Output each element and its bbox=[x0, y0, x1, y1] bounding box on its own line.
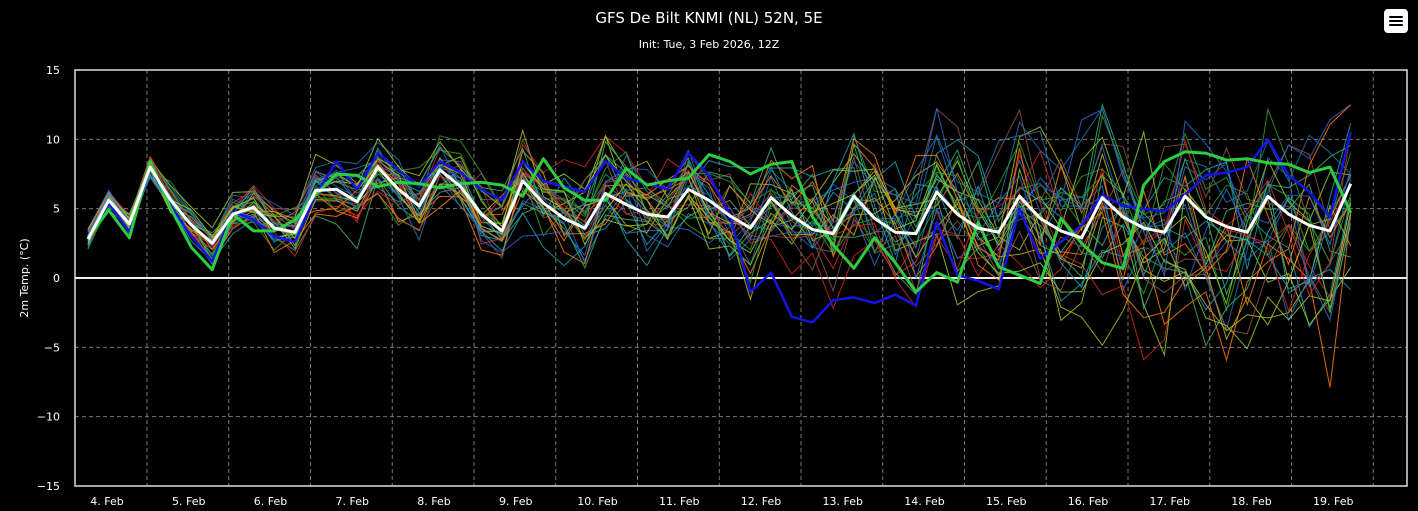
y-tick-label: −15 bbox=[37, 480, 60, 493]
y-tick-label: 10 bbox=[46, 133, 60, 146]
x-tick-label: 13. Feb bbox=[823, 495, 863, 508]
control-series-line bbox=[86, 132, 1352, 324]
y-tick-label: 15 bbox=[46, 64, 60, 77]
y-tick-label: −10 bbox=[37, 411, 60, 424]
x-tick-label: 12. Feb bbox=[741, 495, 781, 508]
y-axis-label: 2m Temp. (°C) bbox=[18, 238, 31, 317]
x-tick-label: 18. Feb bbox=[1231, 495, 1271, 508]
x-tick-label: 4. Feb bbox=[90, 495, 123, 508]
x-tick-label: 16. Feb bbox=[1068, 495, 1108, 508]
y-axis-ticks: 15 10 5 0 −5 −10 −15 bbox=[37, 64, 60, 493]
y-tick-label: 0 bbox=[53, 272, 60, 285]
x-axis-ticks: 4. Feb 5. Feb 6. Feb 7. Feb 8. Feb 9. Feb 10. … bbox=[90, 495, 1353, 508]
x-tick-label: 15. Feb bbox=[986, 495, 1026, 508]
y-tick-label: 5 bbox=[53, 203, 60, 216]
hamburger-menu-icon[interactable] bbox=[1384, 9, 1408, 33]
x-tick-label: 10. Feb bbox=[577, 495, 617, 508]
x-tick-label: 7. Feb bbox=[336, 495, 369, 508]
x-tick-label: 19. Feb bbox=[1313, 495, 1353, 508]
x-tick-label: 9. Feb bbox=[499, 495, 532, 508]
x-tick-label: 6. Feb bbox=[254, 495, 287, 508]
operational-series-line bbox=[86, 150, 1353, 294]
x-tick-label: 5. Feb bbox=[172, 495, 205, 508]
x-tick-label: 8. Feb bbox=[417, 495, 450, 508]
chart-subtitle: Init: Tue, 3 Feb 2026, 12Z bbox=[638, 38, 780, 51]
x-tick-label: 17. Feb bbox=[1150, 495, 1190, 508]
plot-frame bbox=[74, 69, 1408, 487]
y-tick-label: −5 bbox=[44, 341, 60, 354]
x-tick-label: 14. Feb bbox=[904, 495, 944, 508]
mean-series-line bbox=[86, 165, 1353, 245]
main-series bbox=[86, 132, 1353, 324]
x-tick-label: 11. Feb bbox=[659, 495, 699, 508]
chart-title: GFS De Bilt KNMI (NL) 52N, 5E bbox=[595, 9, 823, 27]
ensemble-member-line bbox=[87, 159, 1352, 289]
